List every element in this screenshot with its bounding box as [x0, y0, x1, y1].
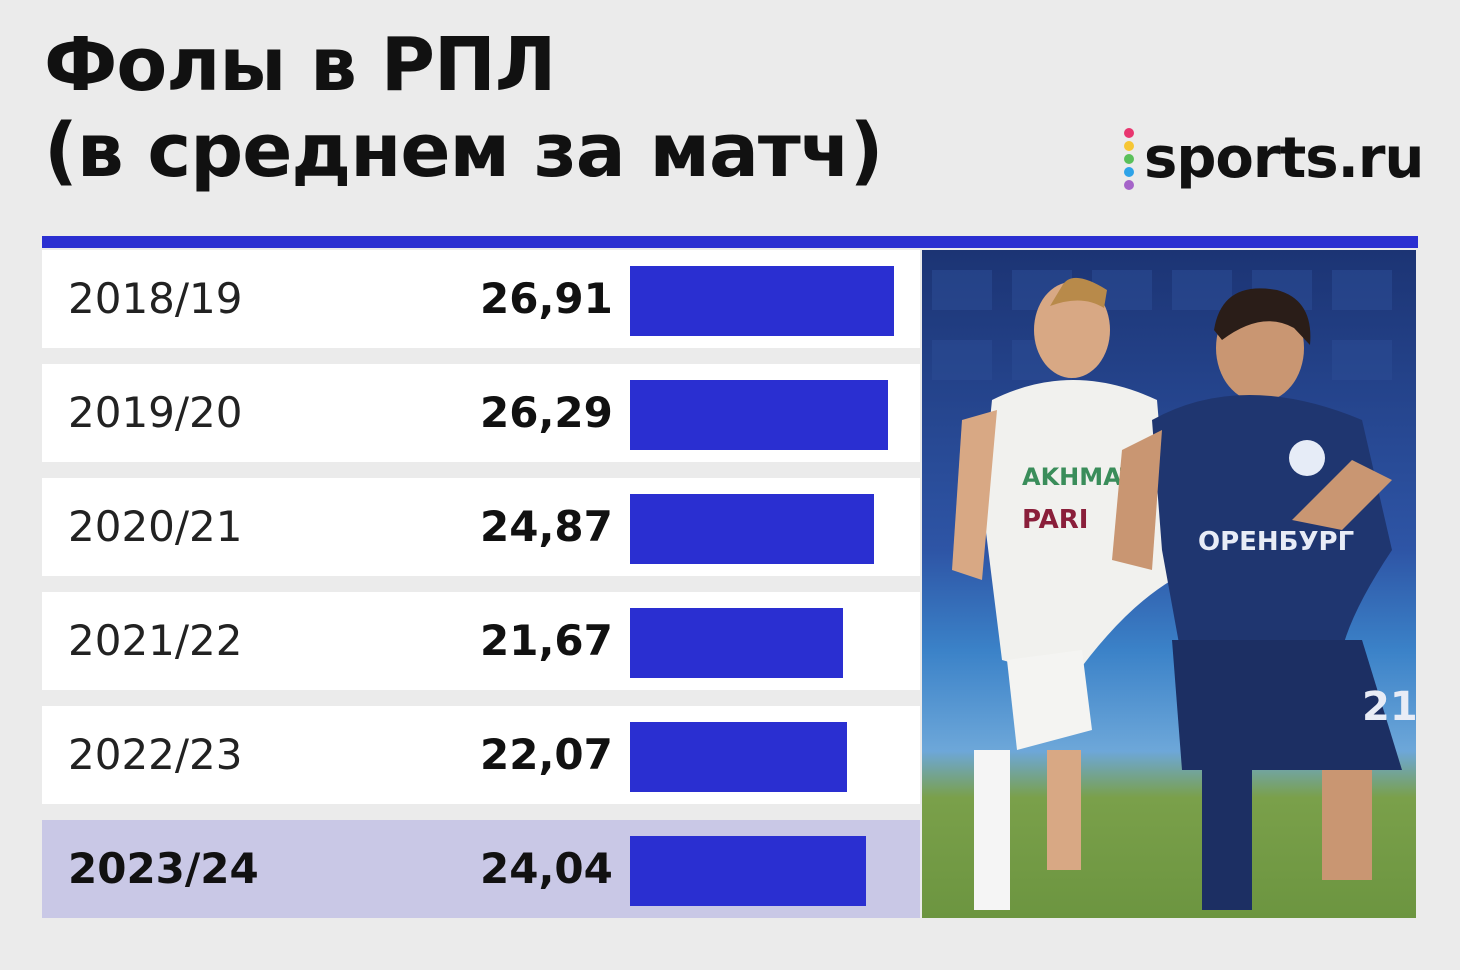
bar — [630, 380, 888, 450]
svg-text:21: 21 — [1362, 684, 1416, 730]
value-label: 24,04 — [480, 844, 613, 893]
bar — [630, 836, 866, 906]
logo-dot — [1124, 180, 1134, 190]
value-label: 26,29 — [480, 388, 613, 437]
football-players-photo-icon: AKHMAT PARI ОРЕНБУРГ 21 — [922, 250, 1416, 918]
logo-dot — [1124, 128, 1134, 138]
table-row: 2022/23 22,07 — [42, 706, 920, 804]
bar — [630, 494, 874, 564]
season-label: 2022/23 — [68, 730, 243, 779]
header-rule — [42, 236, 1418, 248]
table-row: 2020/21 24,87 — [42, 478, 920, 576]
value-label: 21,67 — [480, 616, 613, 665]
season-label: 2019/20 — [68, 388, 243, 437]
table-row: 2019/20 26,29 — [42, 364, 920, 462]
svg-text:PARI: PARI — [1022, 505, 1089, 535]
chart-title-line-2: (в среднем за матч) — [44, 108, 883, 194]
logo-dots-icon — [1124, 128, 1134, 190]
table-row: 2023/24 24,04 — [42, 820, 920, 918]
table-row: 2021/22 21,67 — [42, 592, 920, 690]
table-row: 2018/19 26,91 — [42, 250, 920, 348]
bar — [630, 722, 847, 792]
svg-text:AKHMAT: AKHMAT — [1022, 463, 1137, 491]
bar — [630, 608, 843, 678]
season-label: 2018/19 — [68, 274, 243, 323]
players-photo: AKHMAT PARI ОРЕНБУРГ 21 — [922, 250, 1416, 918]
season-label: 2023/24 — [68, 844, 259, 893]
season-label: 2021/22 — [68, 616, 243, 665]
value-label: 22,07 — [480, 730, 613, 779]
logo-dot — [1124, 154, 1134, 164]
logo-dot — [1124, 167, 1134, 177]
sports-ru-logo: sports.ru — [1124, 126, 1424, 191]
logo-dot — [1124, 141, 1134, 151]
chart-title: Фолы в РПЛ (в среднем за матч) — [44, 22, 883, 194]
value-label: 26,91 — [480, 274, 613, 323]
bar — [630, 266, 894, 336]
value-label: 24,87 — [480, 502, 613, 551]
season-label: 2020/21 — [68, 502, 243, 551]
logo-text: sports.ru — [1144, 126, 1424, 191]
svg-text:ОРЕНБУРГ: ОРЕНБУРГ — [1198, 527, 1354, 557]
chart-title-line-1: Фолы в РПЛ — [44, 22, 556, 108]
